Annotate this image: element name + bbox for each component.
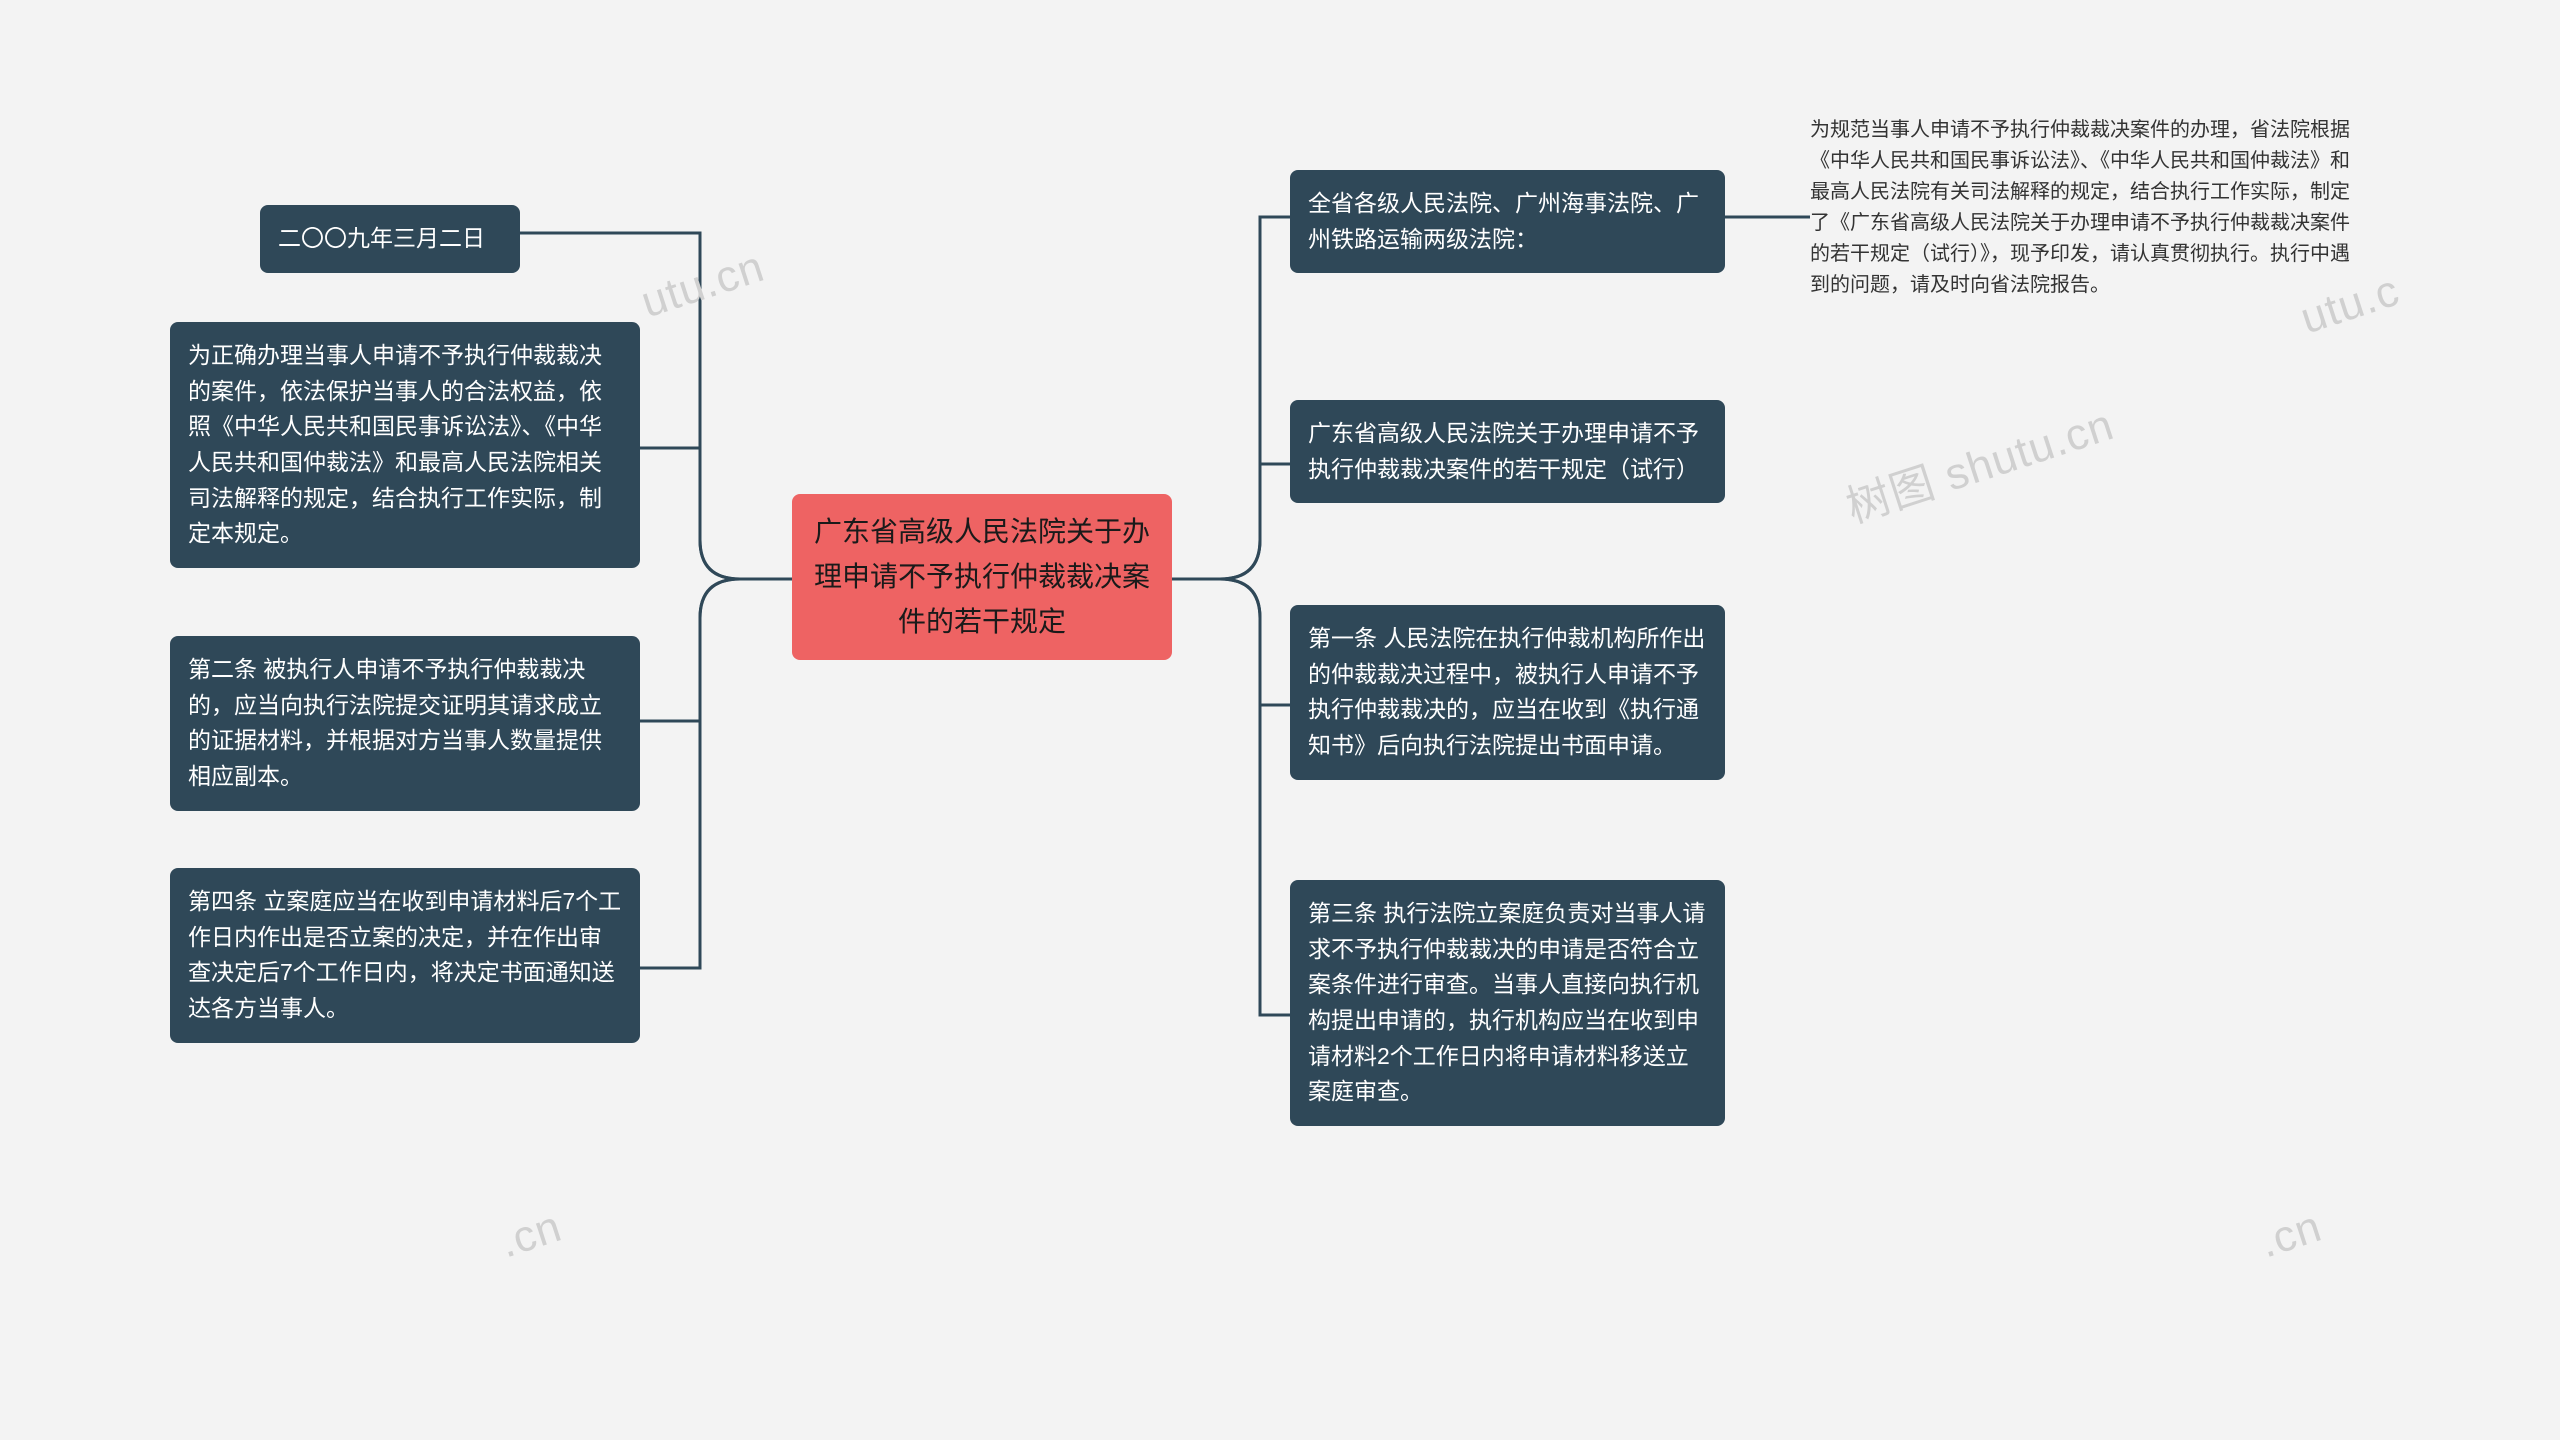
branch-label: 广东省高级人民法院关于办理申请不予执行仲裁裁决案件的若干规定（试行） [1308, 420, 1699, 482]
branch-label: 为正确办理当事人申请不予执行仲裁裁决的案件，依法保护当事人的合法权益，依照《中华… [188, 342, 602, 546]
right-branch-node-2[interactable]: 第一条 人民法院在执行仲裁机构所作出的仲裁裁决过程中，被执行人申请不予执行仲裁裁… [1290, 605, 1725, 780]
right-branch-node-3[interactable]: 第三条 执行法院立案庭负责对当事人请求不予执行仲裁裁决的申请是否符合立案条件进行… [1290, 880, 1725, 1126]
watermark: .cn [2254, 1202, 2328, 1269]
branch-label: 全省各级人民法院、广州海事法院、广州铁路运输两级法院： [1308, 190, 1699, 252]
branch-label: 第三条 执行法院立案庭负责对当事人请求不予执行仲裁裁决的申请是否符合立案条件进行… [1308, 900, 1705, 1104]
left-branch-node-2[interactable]: 第二条 被执行人申请不予执行仲裁裁决的，应当向执行法院提交证明其请求成立的证据材… [170, 636, 640, 811]
left-branch-node-0[interactable]: 二〇〇九年三月二日 [260, 205, 520, 273]
watermark: 树图 shutu.cn [1837, 389, 2121, 536]
watermark: utu.cn [635, 242, 770, 328]
right-branch-node-1[interactable]: 广东省高级人民法院关于办理申请不予执行仲裁裁决案件的若干规定（试行） [1290, 400, 1725, 503]
watermark: .cn [494, 1202, 568, 1269]
center-label: 广东省高级人民法院关于办理申请不予执行仲裁裁决案件的若干规定 [814, 516, 1150, 637]
left-branch-node-1[interactable]: 为正确办理当事人申请不予执行仲裁裁决的案件，依法保护当事人的合法权益，依照《中华… [170, 322, 640, 568]
branch-label: 第一条 人民法院在执行仲裁机构所作出的仲裁裁决过程中，被执行人申请不予执行仲裁裁… [1308, 625, 1705, 758]
leaf-label: 为规范当事人申请不予执行仲裁裁决案件的办理，省法院根据《中华人民共和国民事诉讼法… [1810, 119, 2350, 296]
right-branch-node-0[interactable]: 全省各级人民法院、广州海事法院、广州铁路运输两级法院： [1290, 170, 1725, 273]
leaf-text-node: 为规范当事人申请不予执行仲裁裁决案件的办理，省法院根据《中华人民共和国民事诉讼法… [1810, 115, 2350, 301]
branch-label: 二〇〇九年三月二日 [278, 225, 485, 251]
mindmap-center-node[interactable]: 广东省高级人民法院关于办理申请不予执行仲裁裁决案件的若干规定 [792, 494, 1172, 660]
branch-label: 第二条 被执行人申请不予执行仲裁裁决的，应当向执行法院提交证明其请求成立的证据材… [188, 656, 602, 789]
branch-label: 第四条 立案庭应当在收到申请材料后7个工作日内作出是否立案的决定，并在作出审查决… [188, 888, 621, 1021]
left-branch-node-3[interactable]: 第四条 立案庭应当在收到申请材料后7个工作日内作出是否立案的决定，并在作出审查决… [170, 868, 640, 1043]
